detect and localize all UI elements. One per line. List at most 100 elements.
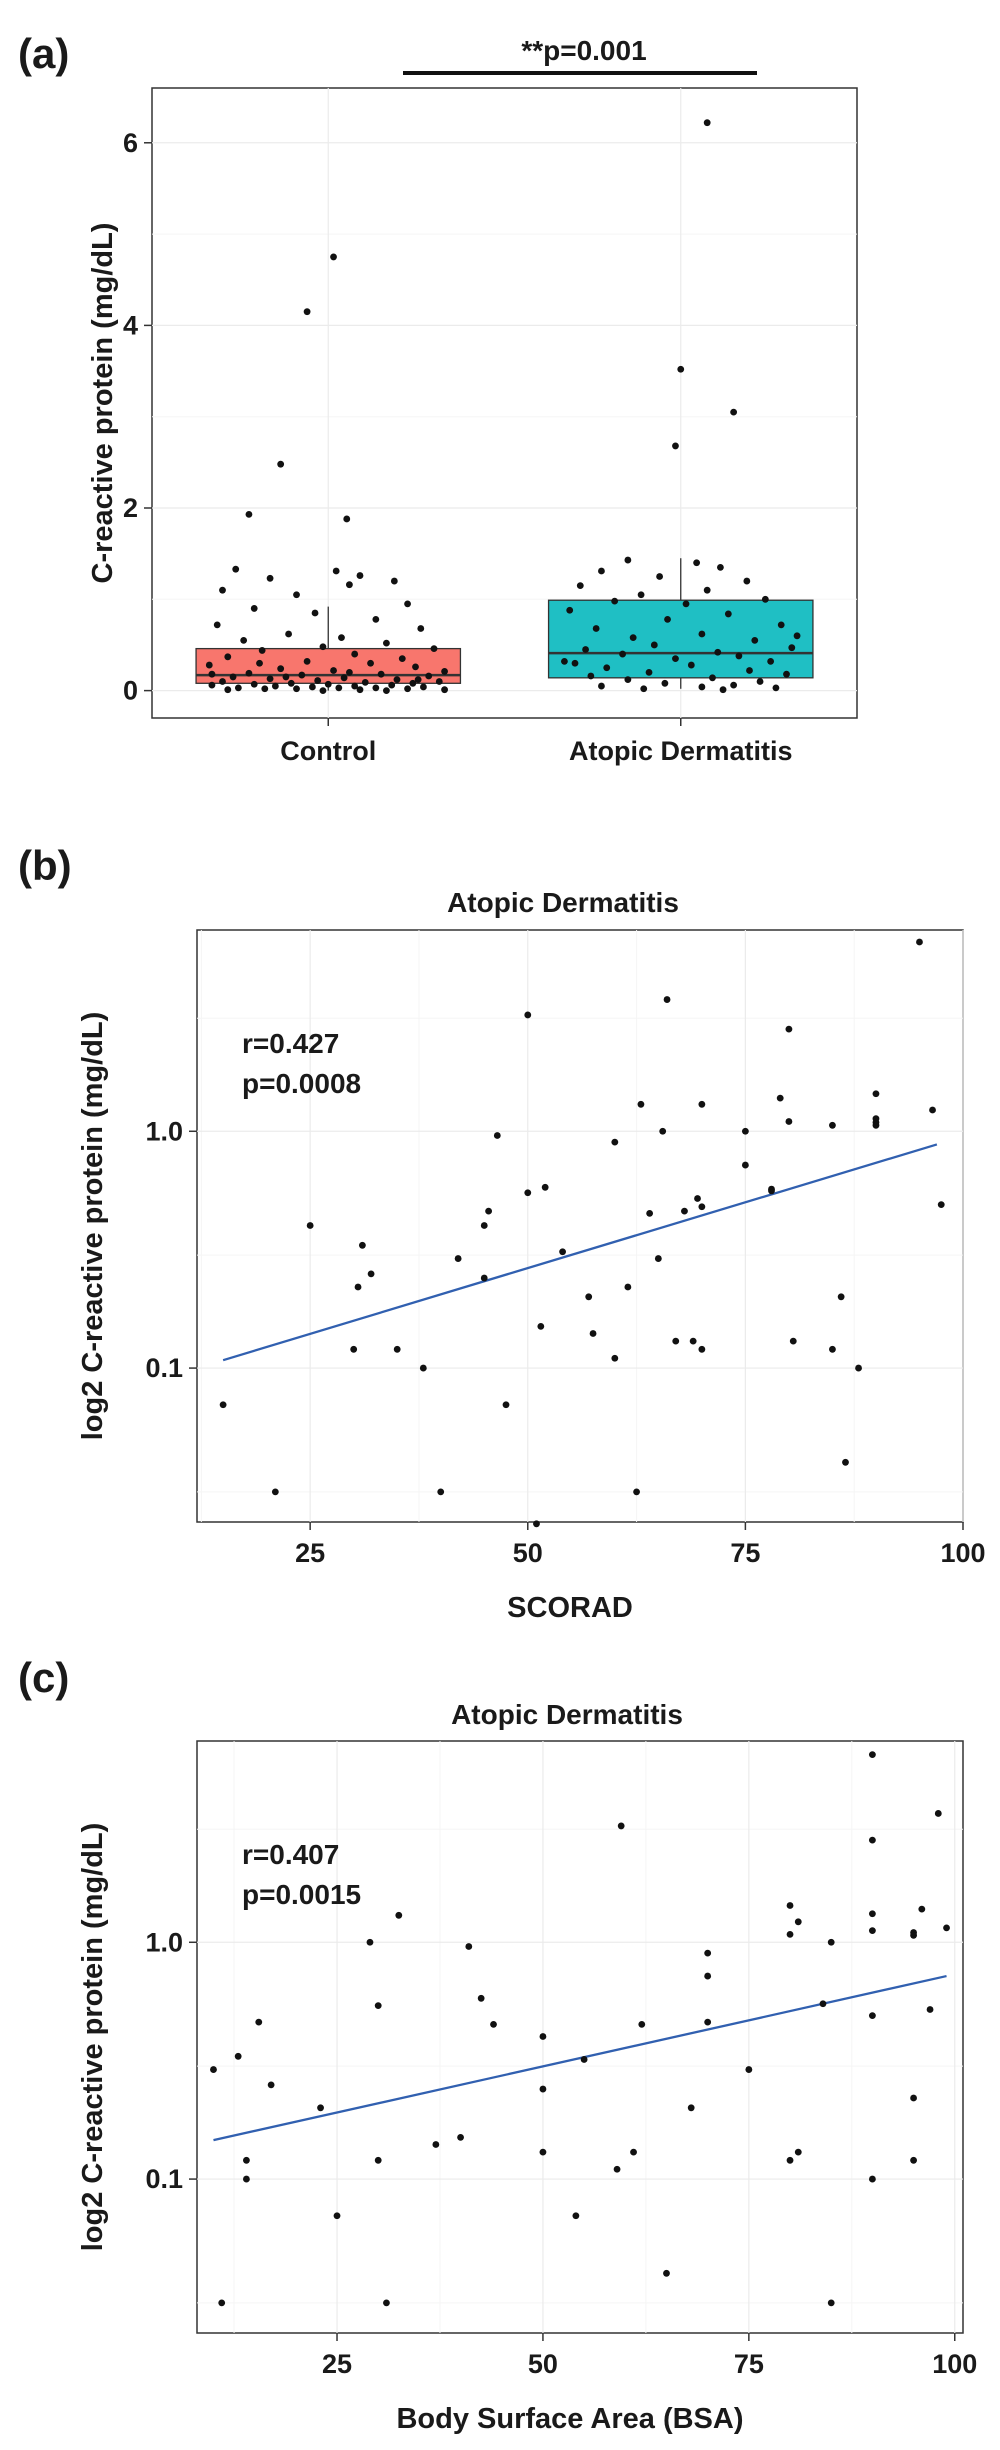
data-point	[603, 664, 611, 672]
fit-line-b	[222, 1143, 938, 1362]
data-point	[277, 460, 285, 468]
data-point	[829, 1121, 836, 1129]
x-tick-label: 100	[940, 1538, 985, 1568]
data-point	[303, 657, 311, 665]
data-point	[943, 1924, 950, 1932]
data-point	[502, 1401, 510, 1409]
panel-b: (b) Atopic Dermatitis 0.1 1.0 25 50 75 100 r…	[18, 842, 986, 1624]
data-point	[419, 1364, 427, 1372]
data-point	[293, 685, 300, 693]
data-point	[432, 2141, 440, 2148]
y-tick-label: 0	[123, 676, 138, 706]
correlation-r-c: r=0.407	[242, 1839, 339, 1870]
data-point	[646, 1209, 654, 1217]
data-point	[730, 408, 738, 416]
data-point	[338, 634, 345, 642]
data-point	[868, 2012, 876, 2020]
data-point	[703, 119, 711, 127]
data-point	[872, 1090, 880, 1098]
x-tick-label: Control	[280, 736, 376, 766]
data-point	[539, 2033, 547, 2040]
x-tick-label: 25	[295, 1538, 325, 1568]
plot-area-b	[196, 929, 964, 1523]
data-point	[842, 1458, 849, 1466]
data-point	[319, 643, 327, 651]
data-point	[767, 657, 775, 665]
data-point	[693, 559, 701, 567]
y-axis-label-b: log2 C-reactive protein (mg/dL)	[77, 1012, 109, 1441]
data-point	[414, 676, 422, 684]
data-point	[661, 679, 669, 687]
data-point	[356, 572, 364, 579]
data-point	[250, 605, 258, 612]
points-c	[210, 1751, 950, 2307]
data-point	[330, 667, 337, 674]
data-point	[261, 685, 269, 693]
data-point	[624, 676, 632, 684]
data-point	[587, 672, 595, 680]
data-point	[454, 1255, 462, 1262]
data-point	[794, 2148, 802, 2156]
data-point	[650, 641, 658, 649]
data-point	[346, 581, 353, 589]
x-tick-label: 50	[513, 1538, 543, 1568]
data-point	[332, 567, 340, 575]
data-point	[663, 2269, 670, 2277]
data-point	[308, 683, 316, 691]
data-point	[537, 1322, 545, 1330]
x-axis-label-c: Body Surface Area (BSA)	[396, 2403, 743, 2435]
data-point	[672, 442, 679, 450]
data-point	[743, 577, 751, 585]
data-point	[659, 1127, 667, 1135]
data-point	[317, 2104, 324, 2112]
data-point	[934, 1810, 942, 1817]
data-point	[285, 630, 292, 638]
data-point	[837, 1293, 845, 1301]
data-point	[638, 2020, 646, 2028]
data-point	[717, 563, 724, 571]
data-point	[250, 680, 258, 688]
data-point	[559, 1248, 566, 1256]
data-point	[354, 1283, 362, 1291]
data-point	[624, 556, 632, 564]
data-point	[232, 565, 240, 573]
data-point	[772, 684, 780, 692]
data-point	[324, 680, 332, 688]
data-point	[219, 1401, 227, 1409]
data-point	[611, 597, 619, 605]
data-point	[829, 1345, 836, 1353]
panel-a: (a) **p=0.001 0 2 4 6 Control Atopic Dermati…	[18, 30, 858, 766]
data-point	[819, 2000, 827, 2008]
data-point	[572, 2212, 580, 2220]
data-point	[417, 625, 425, 632]
data-point	[383, 2299, 390, 2307]
data-point	[388, 681, 396, 689]
data-point	[682, 600, 690, 608]
data-point	[267, 2081, 275, 2089]
correlation-p-b: p=0.0008	[242, 1068, 361, 1099]
regression-line	[222, 1143, 938, 1362]
data-point	[794, 1918, 802, 1926]
x-tick-label: Atopic Dermatitis	[569, 736, 793, 766]
data-point	[266, 574, 274, 582]
data-point	[645, 668, 653, 676]
data-point	[827, 1938, 835, 1946]
correlation-r-b: r=0.427	[242, 1028, 339, 1059]
data-point	[356, 686, 364, 694]
x-ticks-c: 25 50 75 100	[322, 2333, 977, 2379]
data-point	[208, 670, 216, 678]
data-point	[916, 938, 923, 946]
data-point	[383, 639, 390, 647]
data-point	[319, 687, 327, 695]
data-point	[768, 1187, 775, 1195]
data-point	[617, 1822, 625, 1830]
significance-label: **p=0.001	[521, 35, 646, 66]
data-point	[271, 1488, 279, 1496]
data-point	[393, 1345, 401, 1353]
grid-b	[197, 930, 964, 1522]
x-ticks-b: 25 50 75 100	[295, 1522, 986, 1568]
data-point	[624, 1283, 632, 1291]
data-point	[687, 661, 695, 669]
data-point	[611, 1138, 619, 1146]
data-point	[271, 682, 279, 690]
